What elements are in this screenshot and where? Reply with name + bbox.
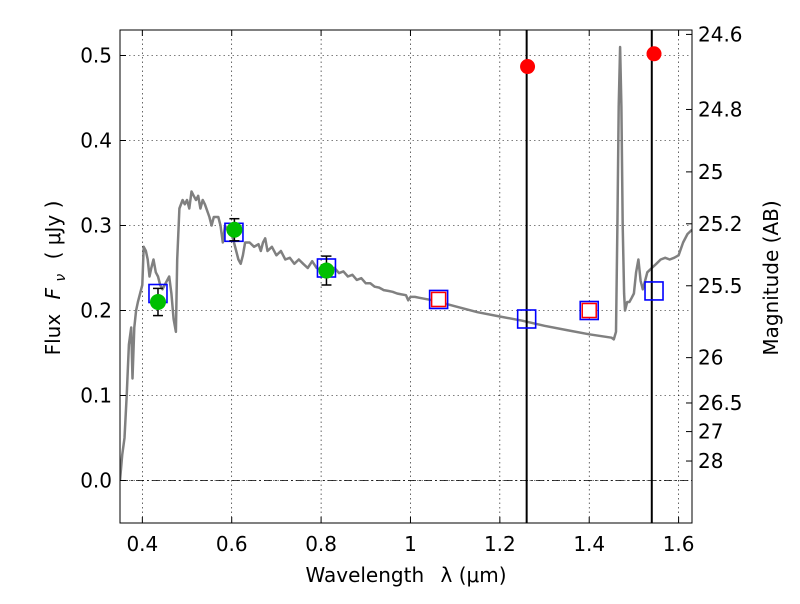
- magnitude-tick-label: 25: [698, 160, 723, 184]
- x-axis-label-text: Wavelength: [305, 563, 424, 587]
- y2-axis-label: Magnitude (AB): [759, 200, 783, 355]
- model-spectrum-line: [120, 45, 692, 481]
- detection-point: [149, 294, 166, 310]
- y-tick-label: 0.0: [80, 469, 112, 493]
- red-point: [520, 59, 536, 75]
- y-axis-label-text: Flux: [41, 314, 65, 356]
- model-photometry-square: [579, 300, 600, 321]
- x-axis-label: Wavelength λ (μm): [305, 563, 506, 587]
- model-photometry-square: [644, 281, 664, 301]
- magnitude-tick-label: 25.5: [698, 274, 743, 298]
- y-tick-label: 0.4: [80, 129, 112, 153]
- model-square-inner: [581, 302, 597, 319]
- vertical-lines: [525, 30, 653, 523]
- markers: [148, 46, 664, 329]
- magnitude-tick-label: 24.8: [698, 97, 743, 121]
- x-tick-label: 1.2: [484, 532, 516, 556]
- x-tick-label: 0.4: [126, 532, 158, 556]
- y-tick-label: 0.5: [80, 44, 112, 68]
- model-square-inner: [430, 291, 447, 308]
- magnitude-tick-label: 28: [698, 449, 723, 473]
- magnitude-tick-label: 26: [698, 346, 723, 370]
- magnitude-tick-labels: 24.6 24.8 25 25.2 25.5 26 26.5 27 28: [698, 22, 743, 473]
- model-photometry-square: [516, 309, 537, 329]
- model-photometry-square: [428, 289, 449, 310]
- x-tick-label: 0.6: [216, 532, 248, 556]
- x-tick-label: 1.6: [663, 532, 695, 556]
- red-point: [646, 46, 662, 62]
- x-tick-label: 1: [404, 532, 417, 556]
- x-tick-label: 0.8: [305, 532, 337, 556]
- y-tick-label: 0.1: [80, 384, 112, 408]
- x-tick-labels: 0.4 0.6 0.8 1 1.2 1.4 1.6: [126, 532, 694, 556]
- magnitude-tick-label: 26.5: [698, 391, 743, 415]
- y-axis-label: Flux F ν ( μJy ): [41, 201, 70, 356]
- x-tick-label: 1.4: [573, 532, 605, 556]
- magnitude-tick-label: 24.6: [698, 22, 743, 46]
- detection-point: [318, 262, 335, 279]
- magnitude-tick-label: 27: [698, 420, 723, 444]
- y-tick-label: 0.2: [80, 299, 112, 323]
- plot-frame: [119, 29, 693, 524]
- magnitude-tick-label: 25.2: [698, 212, 743, 236]
- y-tick-labels: 0.0 0.1 0.2 0.3 0.4 0.5: [80, 44, 112, 493]
- y-axis-label-unit: ( μJy ): [41, 201, 65, 260]
- y-tick-label: 0.3: [80, 214, 112, 238]
- ticks: [120, 30, 692, 523]
- y-axis-label-subscript: ν: [53, 274, 69, 282]
- detection-point: [226, 221, 243, 238]
- plot-area: [120, 45, 692, 481]
- x-axis-label-symbol: λ (μm): [441, 563, 507, 587]
- y-axis-label-symbol: F: [41, 287, 65, 299]
- grid: [120, 30, 692, 523]
